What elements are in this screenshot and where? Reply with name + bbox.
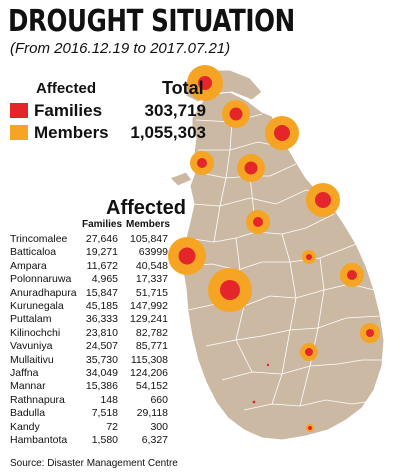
members-value: 660: [150, 393, 168, 406]
circle-kilinochchi: [222, 100, 250, 128]
table-row: Mullaitivu 35,730 115,308: [10, 354, 168, 367]
district-name: Anuradhapura: [10, 286, 77, 299]
district-name: Jaffna: [10, 367, 39, 380]
legend-heading: Affected: [36, 80, 97, 97]
table-row: Kandy 72 300: [10, 421, 168, 434]
table-row: Batticaloa 19,271 63999: [10, 246, 168, 259]
families-total: 303,719: [144, 101, 206, 120]
circle-batticaloa: [340, 263, 364, 287]
circle-hambantota: [306, 424, 314, 432]
col-header-families: Families: [82, 219, 123, 230]
table-row: Ampara 11,672 40,548: [10, 260, 168, 273]
legend-total-heading: Total: [162, 78, 204, 98]
circle-trincomalee: [306, 183, 340, 217]
members-value: 82,782: [135, 326, 168, 339]
members-value: 115,308: [130, 353, 168, 366]
circle-ampara: [360, 323, 380, 343]
district-name: Rathnapura: [10, 393, 65, 406]
members-value: 124,206: [130, 367, 168, 380]
families-value: 27,646: [85, 233, 118, 245]
families-value: 34,049: [85, 367, 118, 380]
members-value: 147,992: [130, 300, 168, 313]
district-name: Polonnaruwa: [10, 273, 72, 286]
table-row: Jaffna 34,049 124,206: [10, 367, 168, 380]
district-name: Mullaitivu: [10, 353, 54, 366]
circle-puttalam: [168, 237, 206, 275]
members-total: 1,055,303: [130, 123, 206, 142]
members-value: 129,241: [130, 313, 168, 326]
circle-rathnapura: [252, 400, 256, 404]
members-value: 29,118: [136, 407, 168, 420]
district-name: Badulla: [10, 407, 46, 420]
circle-kandy: [266, 363, 270, 367]
table-row: Vavuniya 24,507 85,771: [10, 340, 168, 353]
families-value: 45,185: [85, 300, 118, 313]
district-name: Trincomalee: [10, 233, 68, 245]
table-row: Badulla 7,518 29,118: [10, 407, 168, 420]
district-table: Trincomalee 27,646 105,847 Batticaloa 19,271…: [10, 233, 168, 448]
members-label: Members: [34, 123, 109, 142]
district-name: Ampara: [10, 259, 47, 272]
members-value: 51,715: [135, 286, 168, 299]
members-value: 6,327: [141, 434, 168, 447]
table-row: Hambantota 1,580 6,327: [10, 434, 168, 447]
families-swatch: [10, 103, 28, 118]
district-name: Kurunegala: [10, 300, 64, 313]
families-label: Families: [34, 101, 103, 120]
circle-kurunegala: [208, 268, 252, 312]
district-name: Mannar: [10, 380, 46, 393]
district-name: Vavuniya: [10, 340, 53, 353]
families-value: 35,730: [85, 353, 118, 366]
circle-badulla: [300, 343, 318, 361]
members-value: 85,771: [135, 340, 168, 353]
impact-circles: [168, 65, 380, 432]
families-value: 36,333: [85, 313, 118, 326]
members-value: 63999: [138, 246, 168, 259]
families-value: 72: [106, 420, 118, 433]
members-value: 105,847: [130, 233, 168, 245]
circle-jaffna: [187, 65, 223, 101]
table-row: Kilinochchi 23,810 82,782: [10, 327, 168, 340]
families-value: 15,847: [85, 286, 118, 299]
district-name: Kilinochchi: [10, 326, 61, 339]
table-row: Rathnapura 148 660: [10, 394, 168, 407]
district-name: Batticaloa: [10, 246, 57, 259]
circle-mullaitivu: [265, 116, 299, 150]
district-name: Hambantota: [10, 434, 68, 447]
members-value: 40,548: [135, 259, 168, 272]
circle-vavuniya: [237, 154, 265, 182]
members-value: 17,337: [135, 273, 168, 286]
table-row: Puttalam 36,333 129,241: [10, 313, 168, 326]
families-value: 24,507: [85, 340, 118, 353]
families-value: 11,672: [86, 259, 118, 272]
table-row: Polonnaruwa 4,965 17,337: [10, 273, 168, 286]
families-value: 23,810: [85, 326, 118, 339]
district-name: Kandy: [10, 420, 40, 433]
members-value: 54,152: [135, 380, 168, 393]
district-name: Puttalam: [10, 313, 52, 326]
families-value: 1,580: [91, 434, 118, 447]
table-row: Trincomalee 27,646 105,847: [10, 233, 168, 246]
table-row: Anuradhapura 15,847 51,715: [10, 287, 168, 300]
families-value: 148: [100, 393, 118, 406]
table-row: Kurunegala 45,185 147,992: [10, 300, 168, 313]
source-note: Source: Disaster Management Centre: [10, 458, 178, 469]
members-swatch: [10, 125, 28, 140]
col-header-members: Members: [126, 219, 170, 230]
members-value: 300: [150, 420, 168, 433]
families-value: 7,518: [91, 407, 118, 420]
page-title: DROUGHT SITUATION: [8, 4, 295, 39]
circle-anuradhapura: [246, 210, 270, 234]
families-value: 15,386: [85, 380, 118, 393]
circle-mannar: [190, 151, 214, 175]
table-title: Affected: [106, 197, 187, 219]
families-value: 19,271: [85, 246, 118, 259]
mannar-island: [169, 171, 193, 187]
circle-polonnaruwa: [302, 250, 316, 264]
date-range-subtitle: (From 2016.12.19 to 2017.07.21): [10, 40, 231, 57]
table-row: Mannar 15,386 54,152: [10, 380, 168, 393]
families-value: 4,965: [91, 273, 118, 286]
